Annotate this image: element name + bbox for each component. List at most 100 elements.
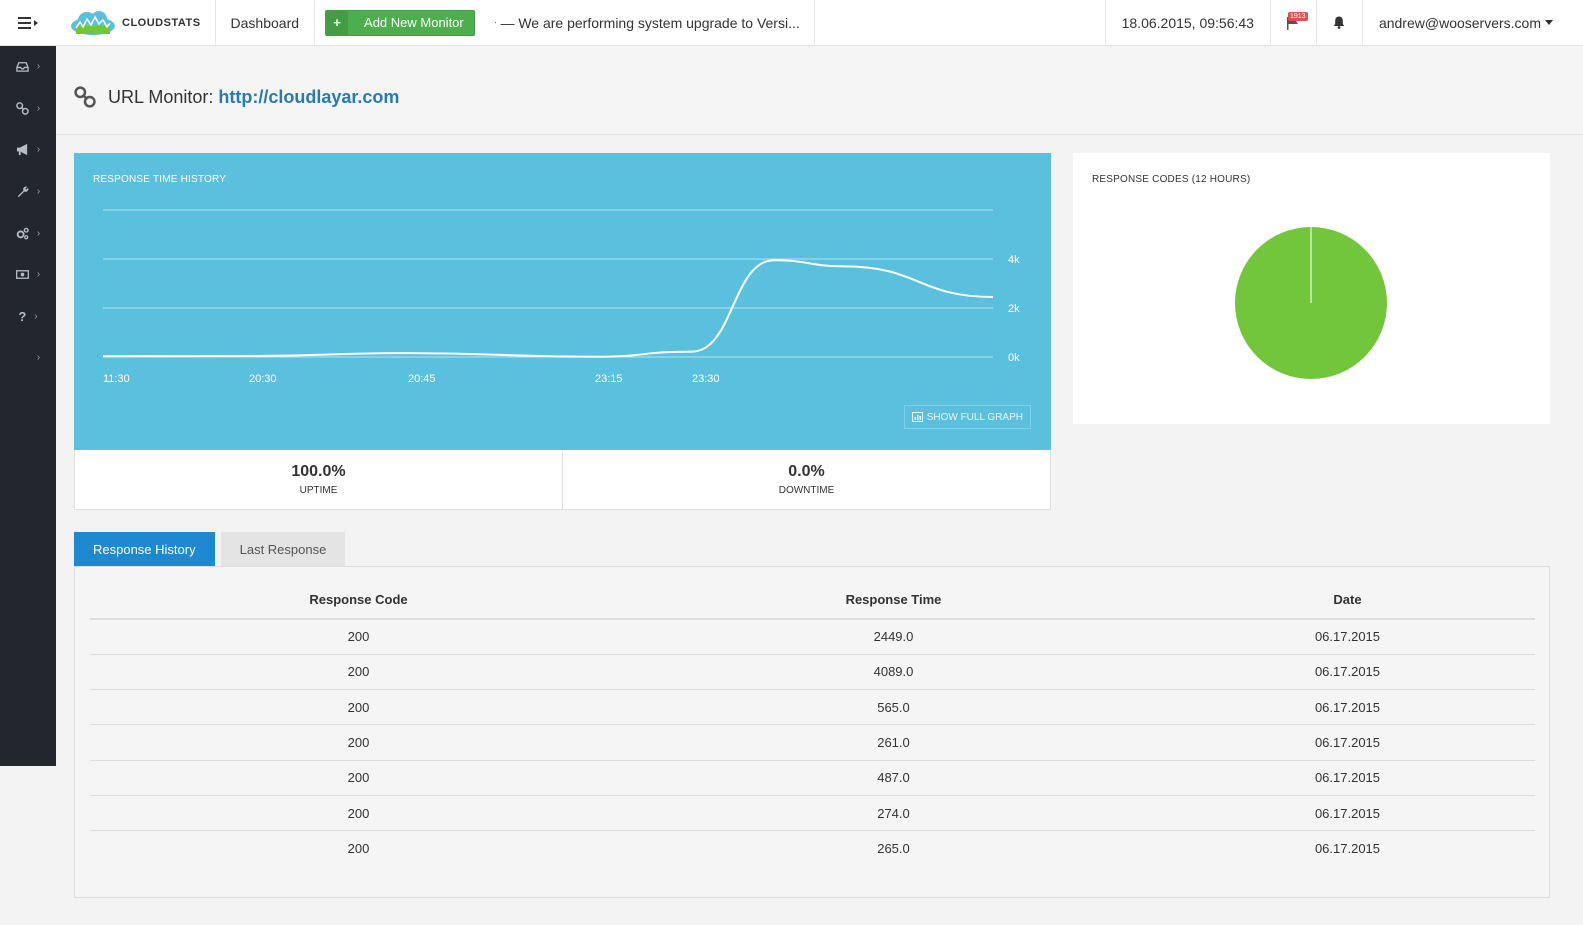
header-date: Date <box>1160 581 1535 620</box>
cell-response-code: 200 <box>347 841 370 857</box>
alerts-button[interactable]: 1913 <box>1271 0 1317 45</box>
gears-icon <box>16 227 29 240</box>
chevron-right-icon: › <box>36 144 41 156</box>
add-new-monitor-label: Add New Monitor <box>364 15 464 30</box>
ticker-text: — We are performing system upgrade to Ve… <box>500 14 800 31</box>
add-new-monitor-button[interactable]: + Add New Monitor <box>325 9 475 36</box>
table-row: 200 565.0 06.17.2015 <box>90 689 1535 726</box>
sidebar-item-links[interactable]: › <box>0 88 56 130</box>
tab-response-history[interactable]: Response History <box>74 532 215 567</box>
news-ticker[interactable]: — We are performing system upgrade to Ve… <box>485 0 815 45</box>
menu-toggle-button[interactable] <box>0 0 56 45</box>
cell-response-time: 274.0 <box>627 795 1160 832</box>
sidebar-item-billing[interactable]: › <box>0 254 56 296</box>
chevron-right-icon: › <box>36 269 41 281</box>
cell-date: 06.17.2015 <box>1160 724 1535 761</box>
downtime-label: DOWNTIME <box>778 485 835 496</box>
cell-response-code: 200 <box>90 689 627 726</box>
plus-icon: + <box>326 10 349 35</box>
monitored-url-link[interactable]: http://cloudlayar.com <box>218 86 400 107</box>
response-time-panel: RESPONSE TIME HISTORY 0k 2k 4k 11:30 20:30 20… <box>74 153 1051 450</box>
twitter-icon <box>494 21 497 24</box>
link-icon <box>16 102 29 115</box>
bar-chart-icon <box>911 412 923 422</box>
table-row: 200 4089.0 06.17.2015 <box>90 654 1535 691</box>
brand-logo[interactable]: CLOUDSTATS <box>56 0 216 45</box>
response-time-title: RESPONSE TIME HISTORY <box>93 174 227 185</box>
cell-response-time: 487.0 <box>627 760 1160 796</box>
cell-response-time: 265.0 <box>877 841 910 857</box>
sidebar-item-announcements[interactable]: › <box>0 129 56 171</box>
bell-icon <box>1334 16 1345 29</box>
chevron-right-icon: › <box>34 310 38 322</box>
cell-response-time: 4089.0 <box>627 654 1160 691</box>
y-tick-label: 0k <box>1008 352 1020 364</box>
response-codes-pie <box>1235 227 1387 379</box>
megaphone-icon <box>16 144 27 156</box>
downtime-value: 0.0% <box>788 463 825 480</box>
chevron-right-icon: › <box>36 102 41 114</box>
cell-response-code: 200 <box>90 654 627 691</box>
sidebar-item-help[interactable]: ? › <box>0 296 56 338</box>
y-tick-label: 4k <box>1008 254 1020 266</box>
header-response-code: Response Code <box>90 581 627 620</box>
notifications-button[interactable] <box>1317 0 1363 45</box>
page-header: URL Monitor: http://cloudlayar.com <box>56 46 1583 135</box>
downtime-stat: 0.0% DOWNTIME <box>562 450 1050 509</box>
show-full-graph-label: SHOW FULL GRAPH <box>926 411 1023 423</box>
cell-date: 06.17.2015 <box>1160 689 1535 726</box>
cell-date: 06.17.2015 <box>1160 619 1535 655</box>
response-tabs: Response History Last Response <box>74 532 351 567</box>
cell-date: 06.17.2015 <box>1160 760 1535 796</box>
uptime-stat: 100.0% UPTIME <box>75 450 562 509</box>
x-tick-label: 11:30 <box>103 373 130 385</box>
cell-response-code: 200 <box>90 795 627 832</box>
hamburger-icon <box>18 16 38 29</box>
add-monitor-wrap: + Add New Monitor <box>315 0 485 45</box>
wrench-icon <box>17 186 29 198</box>
uptime-label: UPTIME <box>299 485 338 496</box>
alerts-badge: 1913 <box>1287 12 1308 21</box>
table-row: 200 265.0 06.17.2015 <box>90 831 1535 866</box>
x-tick-label: 20:45 <box>408 373 436 385</box>
response-codes-panel: RESPONSE CODES (12 HOURS) <box>1073 153 1550 424</box>
cell-response-code: 200 <box>90 724 627 761</box>
question-icon: ? <box>18 308 27 324</box>
tab-last-response[interactable]: Last Response <box>220 532 346 567</box>
sidebar-item-more[interactable]: › <box>0 337 56 379</box>
cell-response-code: 200 <box>90 619 627 655</box>
sidebar: › › › › › › ? › › <box>0 46 56 766</box>
chevron-right-icon: › <box>36 352 41 364</box>
sidebar-item-settings[interactable]: › <box>0 212 56 254</box>
brand-name: CLOUDSTATS <box>122 16 201 29</box>
y-tick-label: 2k <box>1008 303 1020 315</box>
sidebar-item-inbox[interactable]: › <box>0 46 56 88</box>
response-history-panel: Response Code Response Time Date 200 2449… <box>74 566 1550 898</box>
show-full-graph-button[interactable]: SHOW FULL GRAPH <box>903 405 1031 429</box>
header-response-time: Response Time <box>627 581 1160 620</box>
cell-response-time: 2449.0 <box>627 619 1160 655</box>
caret-down-icon <box>1545 20 1553 25</box>
inbox-icon <box>16 62 29 73</box>
cell-date: 06.17.2015 <box>1160 795 1535 832</box>
server-datetime: 18.06.2015, 09:56:43 <box>1106 0 1271 45</box>
top-navbar: CLOUDSTATS Dashboard + Add New Monitor —… <box>0 0 1583 46</box>
uptime-value: 100.0% <box>291 463 346 480</box>
nav-dashboard-link[interactable]: Dashboard <box>216 0 316 45</box>
user-menu[interactable]: andrew@wooservers.com <box>1363 0 1583 45</box>
response-history-table: Response Code Response Time Date 200 2449… <box>90 581 1535 866</box>
cell-response-time: 261.0 <box>627 724 1160 761</box>
page-title: URL Monitor: http://cloudlayar.com <box>74 86 399 108</box>
link-icon <box>74 86 96 108</box>
table-header-row: Response Code Response Time Date <box>90 581 1535 620</box>
x-tick-label: 20:30 <box>249 373 277 385</box>
page-title-prefix: URL Monitor: <box>108 86 214 107</box>
chevron-right-icon: › <box>36 61 41 73</box>
chevron-right-icon: › <box>36 227 41 239</box>
sidebar-item-tools[interactable]: › <box>0 171 56 213</box>
money-icon <box>15 270 29 280</box>
cell-response-time: 565.0 <box>627 689 1160 726</box>
navbar-spacer <box>815 0 1106 45</box>
response-codes-title: RESPONSE CODES (12 HOURS) <box>1092 174 1251 185</box>
chevron-right-icon: › <box>36 186 41 198</box>
